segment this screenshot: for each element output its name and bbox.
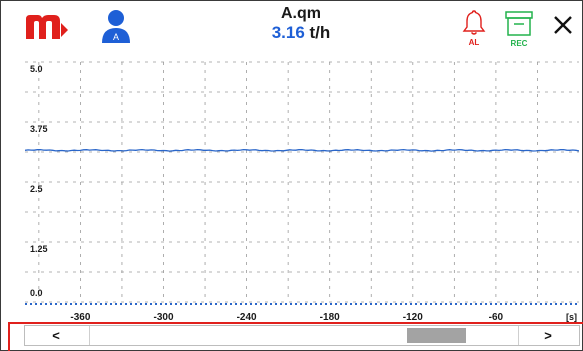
y-tick-label: 5.0: [30, 64, 43, 74]
record-archive-icon[interactable]: REC: [503, 10, 535, 48]
highlight-outline: [8, 322, 583, 351]
trend-chart: [25, 61, 579, 305]
x-axis-unit: [s]: [566, 312, 577, 322]
alarm-label: AL: [469, 38, 480, 47]
x-tick-label: -180: [319, 312, 340, 323]
close-icon[interactable]: [551, 13, 575, 37]
measurement-unit: t/h: [309, 23, 331, 42]
brand-logo-icon: [26, 15, 68, 39]
rec-label: REC: [511, 39, 528, 48]
measurement-title: A.qm: [281, 5, 321, 22]
y-tick-label: 0.0: [30, 288, 43, 298]
scroll-right-button[interactable]: >: [544, 328, 552, 343]
x-tick-label: -120: [402, 312, 423, 323]
scroll-thumb[interactable]: [406, 328, 467, 343]
series-line: [25, 148, 579, 152]
x-tick-label: -360: [70, 312, 91, 323]
scroll-left-button[interactable]: <: [52, 328, 60, 343]
x-tick-label: -240: [236, 312, 257, 323]
alarm-bell-icon[interactable]: AL: [462, 9, 486, 47]
user-badge: A: [113, 32, 119, 42]
y-tick-label: 2.5: [30, 184, 43, 194]
x-tick-label: -300: [153, 312, 174, 323]
measurement-value: 3.16: [271, 23, 305, 42]
scroll-track[interactable]: [89, 326, 519, 345]
y-tick-label: 1.25: [30, 244, 48, 254]
header-bar: A A.qm 3.16 t/h AL REC: [0, 0, 583, 52]
measurement-title-block: A.qm 3.16 t/h: [226, 5, 376, 43]
user-icon[interactable]: A: [101, 9, 131, 45]
measurement-value-line: 3.16 t/h: [226, 23, 376, 43]
time-scrollbar[interactable]: < >: [24, 325, 580, 346]
y-tick-label: 3.75: [30, 124, 48, 134]
x-tick-label: -60: [488, 312, 504, 323]
